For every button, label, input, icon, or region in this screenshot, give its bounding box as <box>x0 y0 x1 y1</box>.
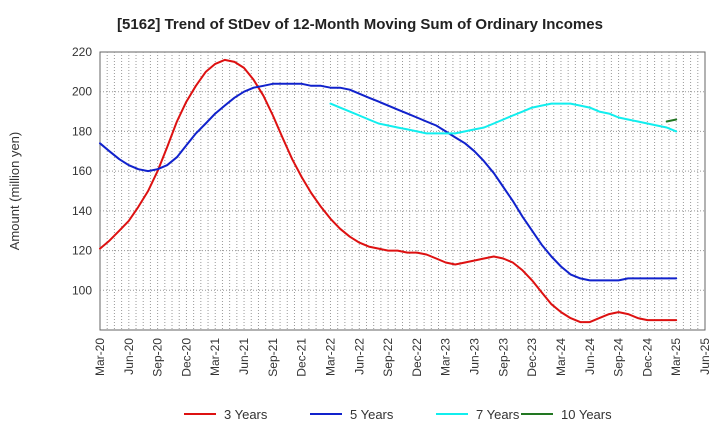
x-tick-label: Mar-22 <box>323 338 337 376</box>
grid-lines <box>100 52 705 330</box>
legend-label: 5 Years <box>350 407 394 422</box>
x-tick-label: Mar-25 <box>669 338 683 376</box>
series-lines <box>99 58 678 324</box>
x-tick-label: Mar-20 <box>93 338 107 376</box>
x-tick-label: Dec-24 <box>640 338 654 377</box>
x-tick-label: Dec-20 <box>179 338 193 377</box>
legend-label: 3 Years <box>224 407 268 422</box>
x-tick-label: Jun-22 <box>352 338 366 375</box>
x-tick-label: Sep-21 <box>266 338 280 377</box>
y-tick-label: 200 <box>72 85 92 99</box>
x-tick-label: Dec-22 <box>410 338 424 377</box>
series-line-3-years <box>99 58 678 324</box>
legend-label: 10 Years <box>561 407 612 422</box>
x-tick-label: Sep-20 <box>151 338 165 377</box>
series-line-7-years <box>329 102 678 135</box>
y-tick-label: 100 <box>72 283 92 297</box>
series-line-5-years <box>99 82 678 282</box>
x-tick-label: Sep-22 <box>381 338 395 377</box>
y-tick-label: 180 <box>72 124 92 138</box>
x-tick-label: Jun-24 <box>583 338 597 375</box>
x-tick-label: Mar-24 <box>554 338 568 376</box>
y-axis-ticks: 100 120 140 160 180 200 220 <box>72 45 92 297</box>
x-tick-label: Dec-23 <box>525 338 539 377</box>
x-tick-label: Jun-25 <box>698 338 712 375</box>
y-tick-label: 160 <box>72 164 92 178</box>
x-tick-label: Jun-21 <box>237 338 251 375</box>
x-tick-label: Sep-24 <box>612 338 626 377</box>
chart-title: [5162] Trend of StDev of 12-Month Moving… <box>117 16 603 33</box>
x-tick-label: Sep-23 <box>496 338 510 377</box>
series-line-10-years <box>665 118 678 123</box>
x-tick-label: Jun-23 <box>468 338 482 375</box>
legend-label: 7 Years <box>476 407 520 422</box>
x-tick-label: Mar-21 <box>208 338 222 376</box>
y-tick-label: 120 <box>72 244 92 258</box>
y-tick-label: 220 <box>72 45 92 59</box>
x-tick-label: Dec-21 <box>295 338 309 377</box>
x-axis-ticks: Mar-20 Jun-20 Sep-20 Dec-20 Mar-21 Jun-21 Sep-… <box>93 338 712 377</box>
x-tick-label: Jun-20 <box>122 338 136 375</box>
legend: 3 Years 5 Years 7 Years 10 Years <box>184 407 612 422</box>
x-tick-label: Mar-23 <box>439 338 453 376</box>
y-tick-label: 140 <box>72 204 92 218</box>
y-axis-label: Amount (million yen) <box>7 132 22 251</box>
